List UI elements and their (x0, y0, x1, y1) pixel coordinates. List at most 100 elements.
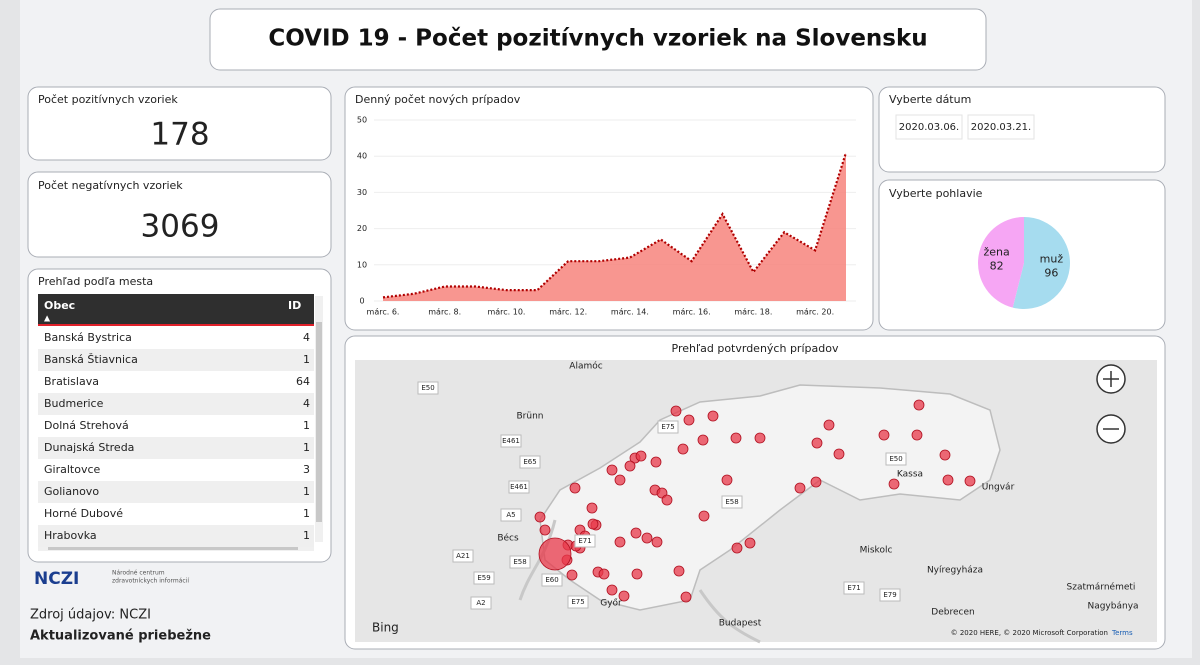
case-bubble (641, 532, 653, 544)
x-tick-label: márc. 20. (796, 308, 834, 317)
city-label: Szatmárnémeti (1067, 582, 1136, 593)
x-tick-label: márc. 6. (367, 308, 400, 317)
date-from[interactable]: 2020.03.06. (899, 122, 959, 133)
table-row (38, 525, 314, 547)
case-bubble (538, 537, 572, 571)
kpi-label: Počet pozitívnych vzoriek (38, 93, 178, 106)
case-bubble (833, 448, 845, 460)
case-bubble (680, 591, 692, 603)
x-tick-label: márc. 12. (549, 308, 587, 317)
case-bubble (744, 537, 756, 549)
road-badge (843, 581, 865, 595)
road-badge (885, 452, 907, 466)
city-label: Nyíregyháza (927, 566, 983, 576)
y-tick-label: 20 (357, 224, 367, 233)
case-bubble (630, 527, 642, 539)
column-header[interactable]: Obec (44, 299, 75, 312)
x-tick-label: márc. 18. (734, 308, 772, 317)
kpi-label: Počet negatívnych vzoriek (38, 179, 183, 192)
road-badge (721, 495, 743, 509)
case-bubble (539, 524, 551, 536)
road-badge (500, 434, 522, 448)
case-bubble (707, 410, 719, 422)
case-bubble (911, 429, 923, 441)
map-title: Prehľad potvrdených prípadov (672, 342, 839, 355)
table-header (38, 294, 314, 324)
cell: 1 (303, 441, 310, 454)
cell: Budmerice (44, 397, 104, 410)
case-bubble (697, 434, 709, 446)
table-row (38, 415, 314, 437)
x-tick-label: márc. 16. (673, 308, 711, 317)
city-label: Bécs (497, 533, 519, 544)
pie-slice (1012, 217, 1070, 309)
pie-value: 96 (1044, 266, 1058, 279)
road-label: E50 (421, 384, 434, 392)
map-brand: Bing (372, 621, 399, 635)
column-header[interactable]: ID (288, 299, 301, 312)
case-bubble (534, 511, 546, 523)
cell: Bratislava (44, 375, 99, 388)
case-bubble (939, 449, 951, 461)
road-label: A2 (476, 599, 485, 607)
road-badge (509, 555, 531, 569)
road-label: E75 (571, 598, 584, 606)
date-input[interactable] (895, 114, 963, 140)
case-bubble (698, 510, 710, 522)
kpi-value: 178 (150, 117, 209, 153)
road-label: E58 (513, 558, 526, 566)
road-label: E461 (502, 437, 520, 445)
road-badge (879, 588, 901, 602)
title: COVID 19 - Počet pozitívnych vzoriek na … (268, 26, 927, 52)
table-row (38, 327, 314, 349)
date-input[interactable] (967, 114, 1035, 140)
date-to[interactable]: 2020.03.21. (971, 122, 1031, 133)
case-bubble (661, 494, 673, 506)
city-label: Kassa (897, 470, 923, 480)
line (382, 152, 848, 299)
table-row (38, 459, 314, 481)
cell: Hrabovka (44, 529, 97, 542)
city-label: Brünn (517, 412, 544, 422)
y-tick-label: 0 (359, 297, 364, 306)
city-label: Budapest (719, 619, 762, 629)
cell: Horné Dubové (44, 507, 123, 520)
y-tick-label: 30 (357, 188, 367, 197)
road-badge (452, 549, 474, 563)
case-bubble (598, 568, 610, 580)
cell: Giraltovce (44, 463, 101, 476)
map-terms[interactable]: Terms (1111, 629, 1133, 637)
case-bubble (606, 464, 618, 476)
x-tick-label: márc. 14. (611, 308, 649, 317)
cell: 1 (303, 485, 310, 498)
case-bubble (794, 482, 806, 494)
map-attribution: © 2020 HERE, © 2020 Microsoft Corporatio… (951, 629, 1108, 637)
cell: Dolná Strehová (44, 419, 129, 432)
case-bubble (650, 456, 662, 468)
case-bubble (878, 429, 890, 441)
case-bubble (811, 437, 823, 449)
scroll-thumb[interactable] (316, 322, 322, 522)
cell: 3 (303, 463, 310, 476)
road-badge (519, 455, 541, 469)
city-label: Nagybánya (1087, 602, 1138, 612)
road-label: E71 (578, 537, 591, 545)
cell: 1 (303, 507, 310, 520)
case-bubble (913, 399, 925, 411)
case-bubble (587, 518, 599, 530)
slovakia-area (539, 384, 1001, 611)
road-badge (541, 573, 563, 587)
title-card (209, 8, 987, 71)
case-bubble (721, 474, 733, 486)
case-bubble (677, 443, 689, 455)
case-bubble (810, 476, 822, 488)
road-label: E79 (883, 591, 896, 599)
slicer-title: Vyberte dátum (889, 93, 971, 106)
case-bubble (569, 482, 581, 494)
x-tick-label: márc. 8. (428, 308, 461, 317)
road-label: E75 (661, 423, 674, 431)
case-bubble (683, 414, 695, 426)
updated: Aktualizované priebežne (30, 629, 211, 644)
road-label: E60 (545, 576, 558, 584)
